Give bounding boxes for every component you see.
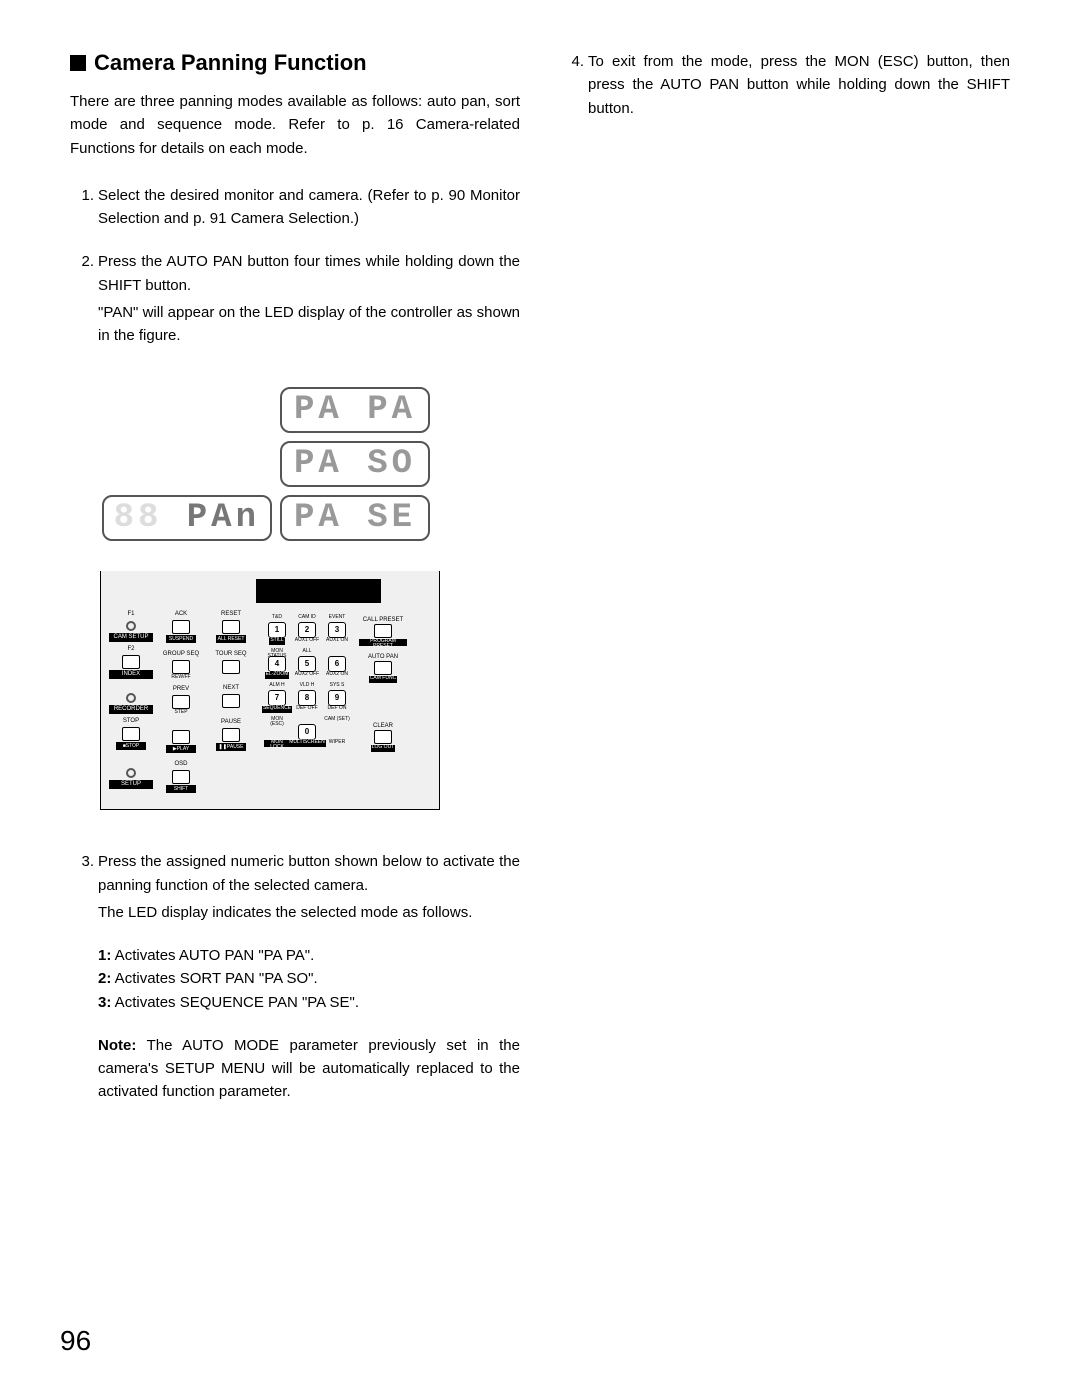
num-6-button[interactable]: 6 (328, 656, 346, 672)
numpad-cell: EVENT3AUX1 ON (324, 615, 350, 645)
numpad-cell: MON STATUS4EL-ZOOM (264, 649, 290, 679)
numpad-cell: VLD H8DEF OFF (294, 683, 320, 713)
pause-button[interactable] (222, 728, 240, 742)
led-paso: PA SO (280, 441, 430, 487)
num-3-button[interactable]: 3 (328, 622, 346, 638)
num-9-button[interactable]: 9 (328, 690, 346, 706)
step-3: 3. Press the assigned numeric button sho… (70, 850, 520, 924)
numpad: T&D1STILLCAM ID2AUX1 OFFEVENT3AUX1 ON MON… (257, 611, 357, 751)
prev-button[interactable] (172, 695, 190, 709)
numpad-cell: 0MULTISCREEN (294, 717, 320, 747)
knob-icon (126, 693, 136, 703)
numpad-cell: ALM H7SEQUENCE (264, 683, 290, 713)
led-pan: 88 PAn (102, 495, 272, 541)
auto-pan-button[interactable] (374, 661, 392, 675)
knob-icon (126, 768, 136, 778)
stop-button[interactable] (122, 727, 140, 741)
numpad-cell: CAM (SET)WIPER (324, 717, 350, 747)
tourseq-button[interactable] (222, 660, 240, 674)
numpad-cell: MON (ESC)MON LOCK (264, 717, 290, 747)
knob-icon (126, 621, 136, 631)
numpad-cell: ALL5AUX2 OFF (294, 649, 320, 679)
section-title: Camera Panning Function (70, 50, 520, 76)
numpad-cell: CAM ID2AUX1 OFF (294, 615, 320, 645)
play-button[interactable] (172, 730, 190, 744)
osd-button[interactable] (172, 770, 190, 784)
mode-list: 1: Activates AUTO PAN "PA PA". 2: Activa… (98, 944, 520, 1014)
led-papa: PA PA (280, 387, 430, 433)
step-1: 1. Select the desired monitor and camera… (70, 184, 520, 231)
numpad-cell: SYS S9DEF ON (324, 683, 350, 713)
num-5-button[interactable]: 5 (298, 656, 316, 672)
step-2: 2. Press the AUTO PAN button four times … (70, 250, 520, 347)
led-pase: PA SE (280, 495, 430, 541)
num-8-button[interactable]: 8 (298, 690, 316, 706)
num-1-button[interactable]: 1 (268, 622, 286, 638)
groupseq-button[interactable] (172, 660, 190, 674)
title-text: Camera Panning Function (94, 50, 367, 76)
numpad-cell: T&D1STILL (264, 615, 290, 645)
led-display-cluster: PA PA PA SO 88 PAn PA SE (100, 387, 430, 541)
step-4: 4. To exit from the mode, press the MON … (560, 50, 1010, 120)
controller-lcd (256, 579, 381, 603)
ack-button[interactable] (172, 620, 190, 634)
note: Note: The AUTO MODE parameter previously… (98, 1034, 520, 1104)
numpad-cell: 6AUX2 ON (324, 649, 350, 679)
call-preset-button[interactable] (374, 624, 392, 638)
num-2-button[interactable]: 2 (298, 622, 316, 638)
num-7-button[interactable]: 7 (268, 690, 286, 706)
reset-button[interactable] (222, 620, 240, 634)
num-4-button[interactable]: 4 (268, 656, 286, 672)
f2-button[interactable] (122, 655, 140, 669)
title-bullet (70, 55, 86, 71)
num-0-button[interactable]: 0 (298, 724, 316, 740)
clear-button[interactable] (374, 730, 392, 744)
controller-diagram: F1CAM SETUP F2INDEX RECORDER STOP■STOP S… (100, 571, 440, 810)
page-number: 96 (60, 1325, 91, 1357)
intro-text: There are three panning modes available … (70, 90, 520, 160)
next-button[interactable] (222, 694, 240, 708)
